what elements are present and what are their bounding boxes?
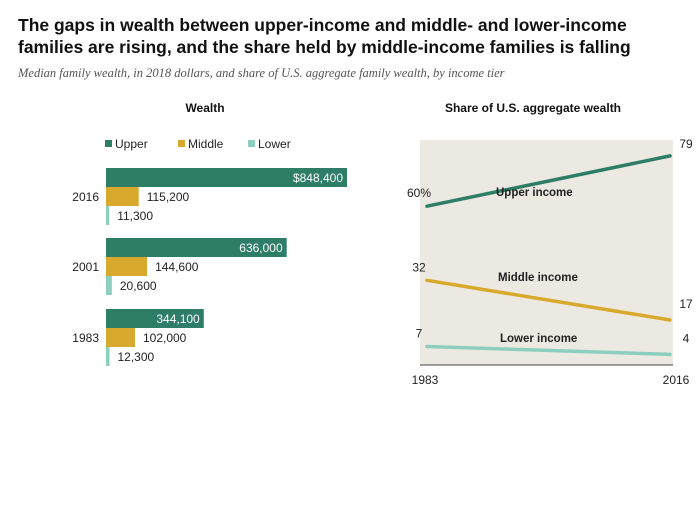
line-series-label-lower-income: Lower income [500,333,577,345]
line-plot-background [420,140,673,365]
share-chart-title: Share of U.S. aggregate wealth [445,101,621,115]
line-end-label-lower-income: 4 [683,331,690,345]
legend-label-middle: Middle [188,137,224,151]
line-upper-income [425,154,672,208]
legend-swatch-middle [178,140,185,147]
line-start-label-middle-income: 32 [412,260,426,274]
category-label-1983: 1983 [72,331,99,345]
bar-label-1983-lower: 12,300 [117,350,154,364]
x-tick-1983: 1983 [412,373,439,387]
bar-label-1983-middle: 102,000 [143,331,187,345]
line-end-label-upper-income: 79 [679,137,693,151]
line-middle-income [425,278,672,322]
bar-label-2016-upper: $848,400 [293,171,343,185]
line-start-label-lower-income: 7 [416,326,423,340]
bar-label-2016-middle: 115,200 [147,190,190,204]
bar-label-2001-lower: 20,600 [120,279,157,293]
bar-2016-middle [106,187,139,206]
page-title: The gaps in wealth between upper-income … [18,15,631,57]
bar-label-2001-upper: 636,000 [239,241,283,255]
wealth-bars: 2016 $848,400 115,200 11,300 2001 636,000 144,… [72,168,347,366]
line-end-label-middle-income: 17 [679,297,693,311]
category-label-2016: 2016 [72,190,99,204]
line-series-label-upper-income: Upper income [496,187,573,199]
legend-swatch-lower [248,140,255,147]
bar-legend: Upper Middle Lower [105,137,291,151]
bar-1983-upper [106,309,204,328]
line-series-label-middle-income: Middle income [498,272,578,284]
line-start-label-upper-income: 60% [407,186,431,200]
bar-2001-middle [106,257,148,276]
line-lower-income [425,344,672,357]
share-lines: 60% 79 Upper income 32 17 Middle income 7 4 Lowe… [407,137,693,387]
category-label-2001: 2001 [72,260,99,274]
x-tick-2016: 2016 [663,373,690,387]
bar-2016-upper [106,168,347,187]
bar-2016-lower [106,206,110,225]
bar-label-2001-middle: 144,600 [155,260,199,274]
bar-label-2016-lower: 11,300 [117,209,153,223]
legend-label-upper: Upper [115,137,148,151]
bar-1983-lower [106,347,110,366]
bar-2001-lower [106,276,112,295]
bar-2001-upper [106,238,287,257]
bar-label-1983-upper: 344,100 [156,312,200,326]
wealth-chart-title: Wealth [185,101,224,115]
legend-label-lower: Lower [258,137,291,151]
bar-1983-middle [106,328,135,347]
legend-swatch-upper [105,140,112,147]
page-subtitle: Median family wealth, in 2018 dollars, a… [18,66,505,80]
